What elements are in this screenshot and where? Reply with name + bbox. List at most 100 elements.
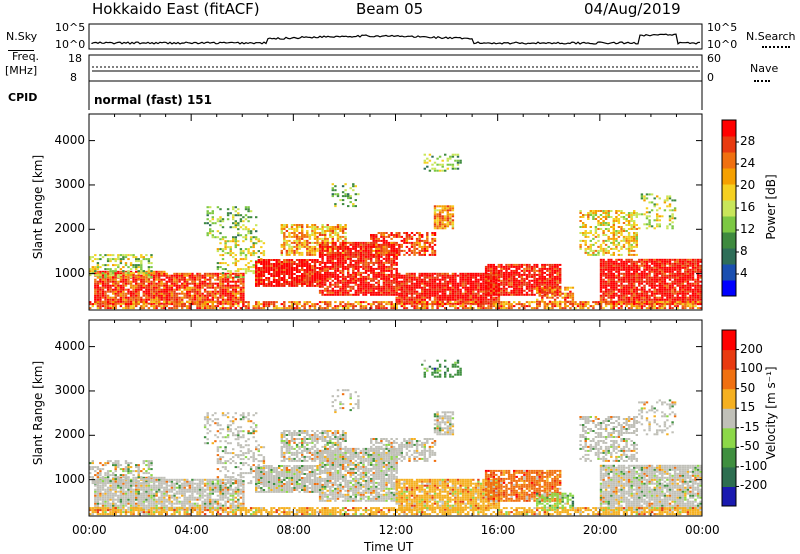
power-cell [686,258,690,261]
power-cell [456,298,460,301]
power-cell [382,277,386,280]
power-cell [684,262,687,265]
power-cell [173,278,176,281]
power-cell [464,292,467,295]
power-cell [490,277,493,280]
power-cell [635,228,638,230]
power-cell [469,288,472,291]
power-cell [352,271,355,274]
power-cell [127,274,130,277]
power-cell [336,239,340,242]
power-cell [490,265,493,268]
power-cell [158,286,161,289]
power-cell [377,261,380,264]
power-cell [109,284,112,287]
power-cell [283,271,286,273]
power-cell [650,282,654,285]
power-cell [140,272,143,275]
power-cell [186,284,189,287]
power-cell [158,290,161,293]
power-cell [186,286,189,289]
power-cell [487,279,490,282]
power-cell [395,276,398,279]
power-cell [344,293,347,296]
power-cell [349,241,352,244]
power-cell [673,262,677,265]
power-cell [216,218,220,221]
power-cell [306,265,309,267]
power-cell [617,268,621,271]
power-cell [362,281,365,284]
power-cell [152,270,156,273]
power-cell [283,226,286,228]
power-cell [398,251,401,254]
power-cell [163,270,166,273]
power-cell [101,286,105,289]
power-cell [390,283,393,286]
power-cell [329,285,332,288]
power-cell [510,289,513,292]
power-cell [206,284,209,287]
power-cell [671,298,674,301]
power-cell [635,272,638,275]
power-cell [592,216,595,218]
power-cell [423,298,426,301]
power-cell [415,286,419,289]
power-cell [413,234,416,236]
power-cell [234,222,237,225]
power-cell [237,214,240,217]
power-cell [497,273,501,276]
power-cell [438,213,442,216]
power-cell [117,298,120,301]
power-cell [311,247,314,250]
power-cell [140,296,143,299]
power-cell [482,278,485,281]
power-cell [221,296,225,299]
power-cell [211,216,214,219]
power-cell [398,235,401,238]
power-cell [477,286,480,289]
power-cell [390,257,393,260]
power-cell [334,263,337,266]
power-cell [382,283,386,286]
power-cell [487,275,490,278]
power-cell [303,245,306,248]
power-cell [122,266,125,269]
power-cell [344,275,347,278]
power-cell [331,230,334,232]
power-cell [602,241,605,244]
power-cell [689,286,692,289]
power-cell [193,276,197,279]
power-cell [507,279,511,282]
power-cell [441,272,444,275]
power-cell [234,242,237,245]
power-cell [673,278,677,281]
power-cell [313,253,317,256]
power-cell [367,257,370,260]
power-cell [484,271,488,274]
power-cell [280,271,283,273]
power-cell [193,296,197,299]
power-cell [627,237,631,240]
power-cell [431,294,434,297]
power-cell [436,209,439,212]
power-cell [252,250,255,253]
power-cell [559,267,562,270]
power-cell [211,272,214,275]
power-cell [671,282,674,285]
power-cell [226,286,230,289]
power-cell [658,260,661,263]
power-cell [234,294,237,297]
power-cell [306,241,309,244]
power-cell [469,298,472,301]
power-cell [211,296,214,299]
power-cell [607,210,610,212]
power-cell [193,278,197,281]
power-cell [347,249,350,252]
power-cell [303,273,306,275]
power-cell [497,300,501,303]
power-cell [661,294,664,297]
power-cell [602,210,605,212]
power-cell [183,272,186,275]
power-cell [622,239,626,242]
